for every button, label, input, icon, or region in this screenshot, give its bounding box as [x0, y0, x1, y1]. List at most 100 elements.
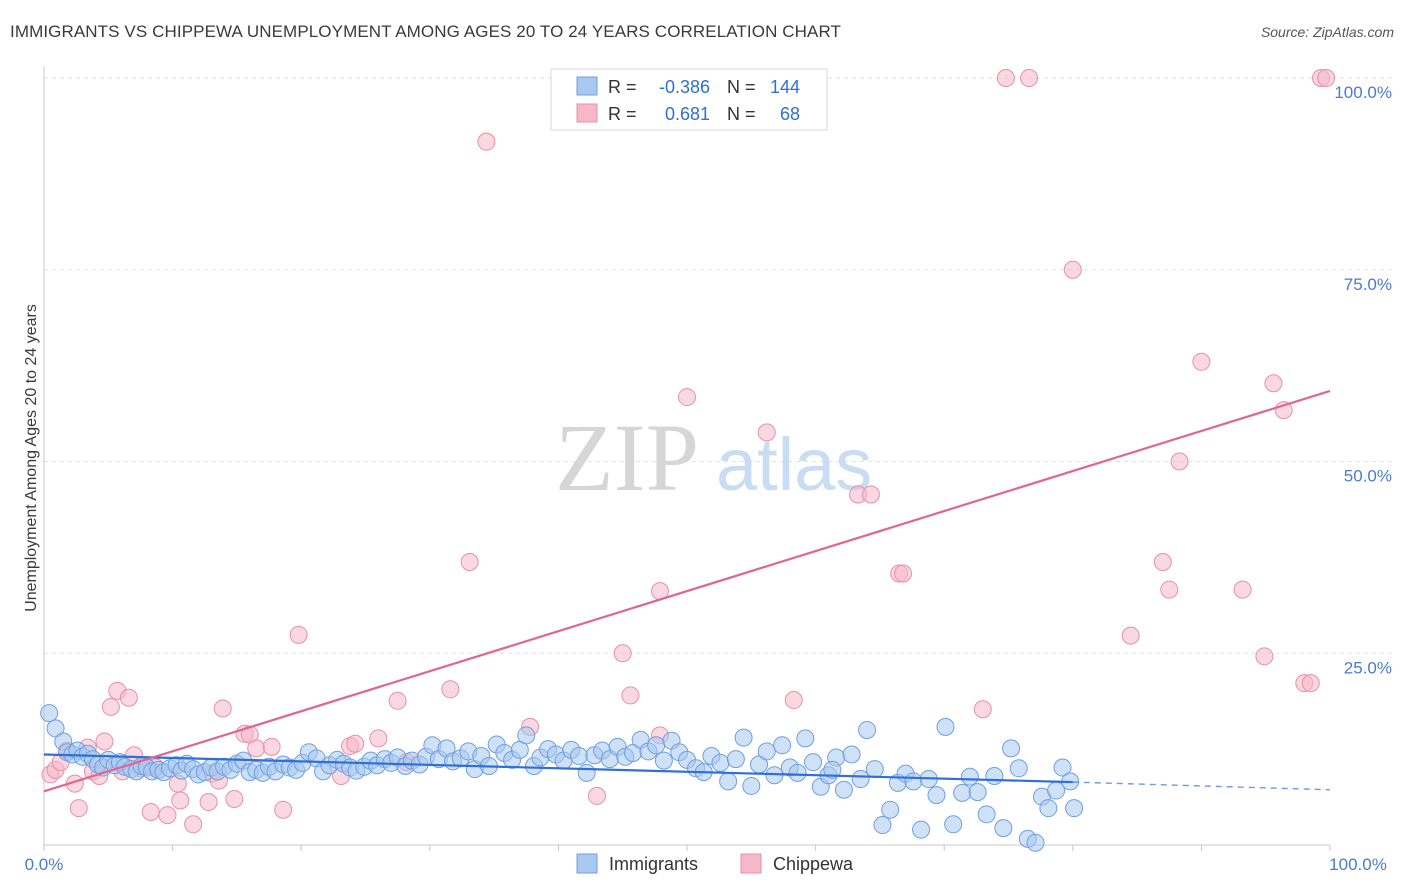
chippewa-point	[184, 815, 203, 834]
chippewa-point	[69, 799, 88, 818]
immigrants-point	[40, 704, 59, 723]
chippewa-point	[1317, 69, 1336, 87]
legend-r-value: 0.681	[665, 104, 710, 124]
chippewa-point	[141, 803, 160, 822]
y-tick-label: 50.0%	[1344, 467, 1392, 486]
immigrants-point	[796, 729, 815, 748]
chippewa-point	[158, 806, 177, 825]
chippewa-point	[996, 69, 1015, 87]
immigrants-point	[569, 747, 588, 766]
chippewa-point	[1121, 626, 1140, 645]
immigrants-point	[1039, 799, 1058, 818]
chippewa-point	[861, 485, 880, 504]
immigrants-point	[719, 772, 738, 791]
immigrants-trend-extension	[1072, 781, 1331, 791]
chippewa-point	[369, 729, 388, 748]
chippewa-point	[621, 686, 640, 705]
chippewa-point	[441, 680, 460, 699]
immigrants-point	[734, 728, 753, 747]
immigrants-point	[804, 753, 823, 772]
chippewa-point	[171, 791, 190, 810]
immigrants-trend-line	[43, 753, 1073, 784]
immigrants-point	[788, 763, 807, 782]
immigrants-point	[834, 780, 853, 799]
watermark: ZIP atlas	[555, 404, 872, 511]
bottom-legend-swatch-immigrants	[576, 853, 598, 874]
chippewa-point	[101, 697, 120, 716]
chippewa-point	[757, 423, 776, 442]
immigrants-point	[912, 820, 931, 839]
chippewa-point	[346, 734, 365, 753]
legend-r-value: -0.386	[659, 77, 710, 97]
chippewa-point	[587, 786, 606, 805]
immigrants-point	[823, 760, 842, 779]
watermark-zip: ZIP	[555, 404, 699, 511]
legend-swatch-chippewa	[576, 103, 598, 123]
immigrants-point	[842, 745, 861, 764]
chippewa-point	[894, 564, 913, 583]
chippewa-point	[1255, 647, 1274, 666]
chippewa-point	[477, 132, 496, 151]
chippewa-point	[1264, 374, 1283, 393]
immigrants-point	[1026, 833, 1045, 852]
chippewa-point	[225, 789, 244, 808]
chippewa-point	[1153, 552, 1172, 571]
immigrants-point	[953, 783, 972, 802]
immigrants-point	[742, 776, 761, 795]
immigrants-point	[1065, 799, 1084, 818]
immigrants-point	[881, 800, 900, 819]
immigrants-point	[960, 767, 979, 786]
bottom-legend-chippewa: Chippewa	[773, 854, 854, 874]
immigrants-point	[944, 815, 963, 834]
gridlines	[44, 77, 1392, 654]
chippewa-point	[262, 737, 281, 756]
legend-n-label: N =	[727, 77, 756, 97]
immigrants-point	[858, 720, 877, 739]
source-label: Source: ZipAtlas.com	[1260, 24, 1394, 40]
immigrants-point	[851, 770, 870, 789]
chippewa-point	[973, 700, 992, 719]
immigrants-point	[757, 742, 776, 761]
immigrants-point	[865, 760, 884, 779]
chippewa-point	[613, 644, 632, 663]
immigrants-point	[985, 766, 1004, 785]
bottom-legend: Immigrants Chippewa	[576, 853, 854, 874]
immigrants-point	[773, 736, 792, 755]
chippewa-point	[274, 800, 293, 819]
y-tick-label: 75.0%	[1344, 275, 1392, 294]
chippewa-point	[1063, 260, 1082, 279]
chippewa-point	[388, 691, 407, 710]
immigrants-point	[1009, 759, 1028, 778]
legend-n-label: N =	[727, 104, 756, 124]
immigrants-point	[968, 783, 987, 802]
chippewa-point	[460, 552, 479, 571]
chart-title: IMMIGRANTS VS CHIPPEWA UNEMPLOYMENT AMON…	[10, 22, 842, 41]
legend-n-value: 144	[770, 77, 800, 97]
immigrants-point	[647, 736, 666, 755]
y-tick-labels: 25.0% 50.0% 75.0% 100.0%	[1334, 83, 1392, 677]
bottom-legend-swatch-chippewa	[740, 853, 762, 874]
y-tick-label: 25.0%	[1344, 658, 1392, 677]
chippewa-point	[1192, 352, 1211, 371]
bottom-legend-immigrants: Immigrants	[609, 854, 698, 874]
immigrants-point	[873, 816, 892, 835]
immigrants-point	[1053, 758, 1072, 777]
legend-n-value: 68	[780, 104, 800, 124]
legend-r-label: R =	[608, 77, 637, 97]
immigrants-point	[517, 726, 536, 745]
trend-lines	[43, 389, 1331, 793]
immigrants-point	[711, 753, 730, 772]
immigrants-point	[577, 763, 596, 782]
chippewa-point	[247, 739, 266, 758]
immigrants-point	[936, 717, 955, 736]
legend-swatch-immigrants	[576, 76, 598, 96]
chippewa-point	[119, 688, 138, 707]
immigrants-point	[994, 819, 1013, 838]
legend-r-label: R =	[608, 104, 637, 124]
immigrants-point	[726, 750, 745, 769]
chippewa-point	[1233, 580, 1252, 599]
legend: R = -0.386 N = 144 R = 0.681 N = 68	[550, 68, 828, 131]
immigrants-point	[1002, 739, 1021, 758]
chippewa-point	[678, 388, 696, 407]
immigrants-point	[654, 751, 673, 770]
